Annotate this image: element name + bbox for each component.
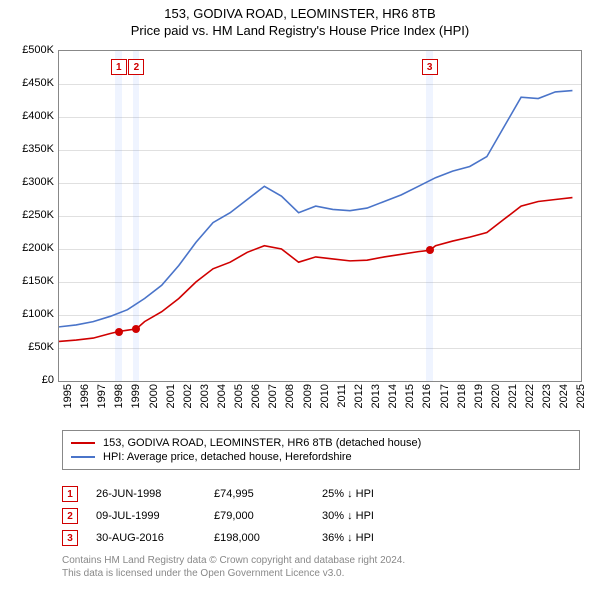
sale-price-2: £79,000: [214, 510, 304, 522]
ytick-label: £200K: [4, 242, 54, 254]
xtick-label: 2001: [165, 384, 177, 408]
chart-plot-area: 12 3: [58, 50, 582, 382]
xtick-label: 2016: [421, 384, 433, 408]
chart-marker-1: 1: [111, 59, 127, 75]
xtick-label: 2004: [216, 384, 228, 408]
xtick-label: 2006: [250, 384, 262, 408]
sale-marker-3: 3: [62, 530, 78, 546]
sale-price-1: £74,995: [214, 488, 304, 500]
xtick-label: 1999: [130, 384, 142, 408]
series-property: [59, 198, 572, 342]
footnote-line-1: Contains HM Land Registry data © Crown c…: [62, 555, 562, 568]
xtick-label: 2002: [182, 384, 194, 408]
xtick-label: 2015: [404, 384, 416, 408]
chart-marker-2: 2: [128, 59, 144, 75]
legend-row-hpi: HPI: Average price, detached house, Here…: [71, 451, 571, 463]
xtick-label: 2020: [490, 384, 502, 408]
ytick-label: £400K: [4, 110, 54, 122]
sale-row-1: 1 26-JUN-1998 £74,995 25% ↓ HPI: [62, 486, 562, 502]
sale-date-3: 30-AUG-2016: [96, 532, 196, 544]
title-line-1: 153, GODIVA ROAD, LEOMINSTER, HR6 8TB: [0, 6, 600, 23]
xtick-label: 2022: [524, 384, 536, 408]
ytick-label: £50K: [4, 341, 54, 353]
sale-dot: [115, 328, 123, 336]
ytick-label: £300K: [4, 176, 54, 188]
ytick-label: £0: [4, 374, 54, 386]
title-line-2: Price paid vs. HM Land Registry's House …: [0, 23, 600, 40]
ytick-label: £100K: [4, 308, 54, 320]
xtick-label: 2018: [456, 384, 468, 408]
sale-date-1: 26-JUN-1998: [96, 488, 196, 500]
xtick-label: 1998: [113, 384, 125, 408]
legend-label-property: 153, GODIVA ROAD, LEOMINSTER, HR6 8TB (d…: [103, 437, 421, 449]
sale-date-2: 09-JUL-1999: [96, 510, 196, 522]
legend: 153, GODIVA ROAD, LEOMINSTER, HR6 8TB (d…: [62, 430, 580, 470]
xtick-label: 2011: [336, 384, 348, 408]
page-root: 153, GODIVA ROAD, LEOMINSTER, HR6 8TB Pr…: [0, 0, 600, 590]
sale-row-3: 3 30-AUG-2016 £198,000 36% ↓ HPI: [62, 530, 562, 546]
sale-diff-3: 36% ↓ HPI: [322, 532, 442, 544]
xtick-label: 1995: [62, 384, 74, 408]
sale-dot: [132, 325, 140, 333]
sale-row-2: 2 09-JUL-1999 £79,000 30% ↓ HPI: [62, 508, 562, 524]
xtick-label: 2007: [267, 384, 279, 408]
xtick-label: 2023: [541, 384, 553, 408]
xtick-label: 2014: [387, 384, 399, 408]
legend-row-property: 153, GODIVA ROAD, LEOMINSTER, HR6 8TB (d…: [71, 437, 571, 449]
ytick-label: £250K: [4, 209, 54, 221]
legend-label-hpi: HPI: Average price, detached house, Here…: [103, 451, 352, 463]
ytick-label: £500K: [4, 44, 54, 56]
chart-marker-3: 3: [422, 59, 438, 75]
xtick-label: 2017: [439, 384, 451, 408]
sales-table: 1 26-JUN-1998 £74,995 25% ↓ HPI 2 09-JUL…: [62, 480, 562, 552]
xtick-label: 2008: [284, 384, 296, 408]
xtick-label: 2005: [233, 384, 245, 408]
series-hpi: [59, 91, 572, 327]
sale-diff-2: 30% ↓ HPI: [322, 510, 442, 522]
xtick-label: 2024: [558, 384, 570, 408]
sale-price-3: £198,000: [214, 532, 304, 544]
xtick-label: 2009: [302, 384, 314, 408]
xtick-label: 2012: [353, 384, 365, 408]
sale-diff-1: 25% ↓ HPI: [322, 488, 442, 500]
sale-dot: [426, 246, 434, 254]
legend-swatch-hpi: [71, 456, 95, 458]
xtick-label: 2019: [473, 384, 485, 408]
xtick-label: 2025: [575, 384, 587, 408]
title-block: 153, GODIVA ROAD, LEOMINSTER, HR6 8TB Pr…: [0, 0, 600, 40]
ytick-label: £450K: [4, 77, 54, 89]
sale-marker-1: 1: [62, 486, 78, 502]
xtick-label: 1997: [96, 384, 108, 408]
sale-marker-2: 2: [62, 508, 78, 524]
footnote-line-2: This data is licensed under the Open Gov…: [62, 568, 562, 581]
ytick-label: £350K: [4, 143, 54, 155]
xtick-label: 1996: [79, 384, 91, 408]
legend-swatch-property: [71, 442, 95, 444]
xtick-label: 2013: [370, 384, 382, 408]
xtick-label: 2000: [148, 384, 160, 408]
xtick-label: 2003: [199, 384, 211, 408]
xtick-label: 2021: [507, 384, 519, 408]
xtick-label: 2010: [319, 384, 331, 408]
ytick-label: £150K: [4, 275, 54, 287]
footnote: Contains HM Land Registry data © Crown c…: [62, 555, 562, 580]
